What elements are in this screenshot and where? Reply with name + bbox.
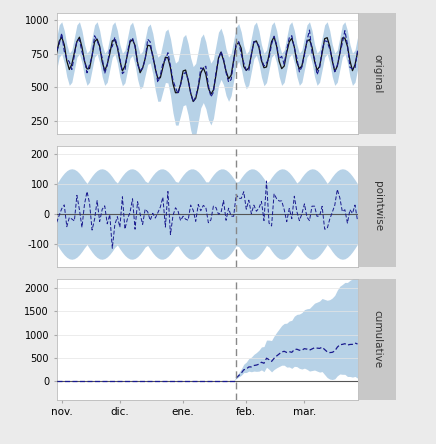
Text: original: original (373, 54, 383, 93)
Text: pointwise: pointwise (373, 182, 383, 231)
Text: cumulative: cumulative (373, 310, 383, 369)
